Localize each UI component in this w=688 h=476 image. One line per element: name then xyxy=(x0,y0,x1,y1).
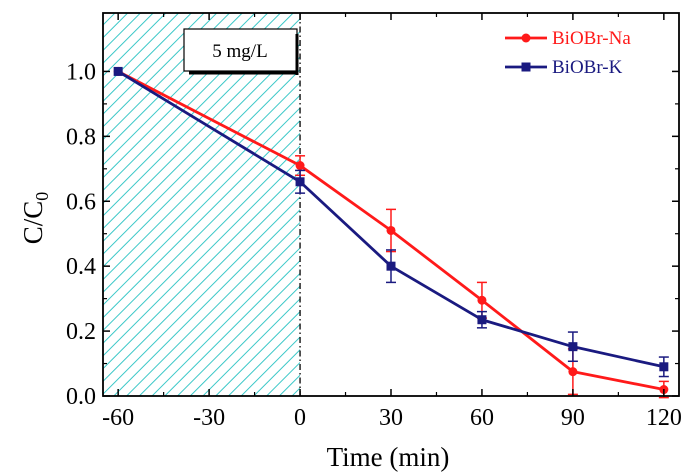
series-biobr-k xyxy=(113,66,669,378)
y-tick-label: 0.2 xyxy=(66,319,96,345)
y-tick-label: 0.0 xyxy=(66,384,96,410)
y-tick-label: 0.6 xyxy=(66,189,96,215)
series-line xyxy=(117,70,665,369)
y-tick-label: 1.0 xyxy=(66,59,96,85)
x-axis-label: Time (min) xyxy=(327,442,450,472)
x-tick-label: 60 xyxy=(470,405,494,431)
plot-area xyxy=(113,66,669,399)
y-tick-label: 0.4 xyxy=(66,254,96,280)
x-tick-label: 90 xyxy=(561,405,585,431)
annotation-text: 5 mg/L xyxy=(212,41,267,62)
y-tick-label: 0.8 xyxy=(66,124,96,150)
x-tick-label: 30 xyxy=(379,405,403,431)
x-tick-label: 120 xyxy=(646,405,682,431)
x-tick-label: -30 xyxy=(193,405,225,431)
data-point xyxy=(386,225,396,235)
legend-marker xyxy=(521,62,531,72)
y-axis-label: C/C0 xyxy=(18,192,52,245)
data-point xyxy=(568,342,578,352)
data-point xyxy=(477,295,487,305)
shaded-adsorption-region xyxy=(103,13,301,396)
x-tick-label: 0 xyxy=(294,405,306,431)
data-point xyxy=(659,362,669,372)
legend-item: BiOBr-K xyxy=(505,57,623,78)
legend-marker xyxy=(521,33,531,43)
data-point xyxy=(113,66,123,76)
data-point xyxy=(295,161,305,171)
legend-label: BiOBr-Na xyxy=(552,28,631,49)
legend-item: BiOBr-Na xyxy=(505,28,631,49)
data-point xyxy=(386,261,396,271)
axes-ticks: -60 -30 0 30 60 90 120 0.0 0.2 0.4 0.6 0.8 1.0 xyxy=(66,13,682,431)
series-line xyxy=(117,70,665,391)
legend: BiOBr-Na BiOBr-K xyxy=(505,28,631,78)
x-tick-label: -60 xyxy=(102,405,134,431)
data-point xyxy=(568,367,578,377)
data-point xyxy=(295,177,305,187)
legend-label: BiOBr-K xyxy=(552,57,623,78)
annotation-box: 5 mg/L xyxy=(183,28,299,75)
data-point xyxy=(477,315,487,325)
